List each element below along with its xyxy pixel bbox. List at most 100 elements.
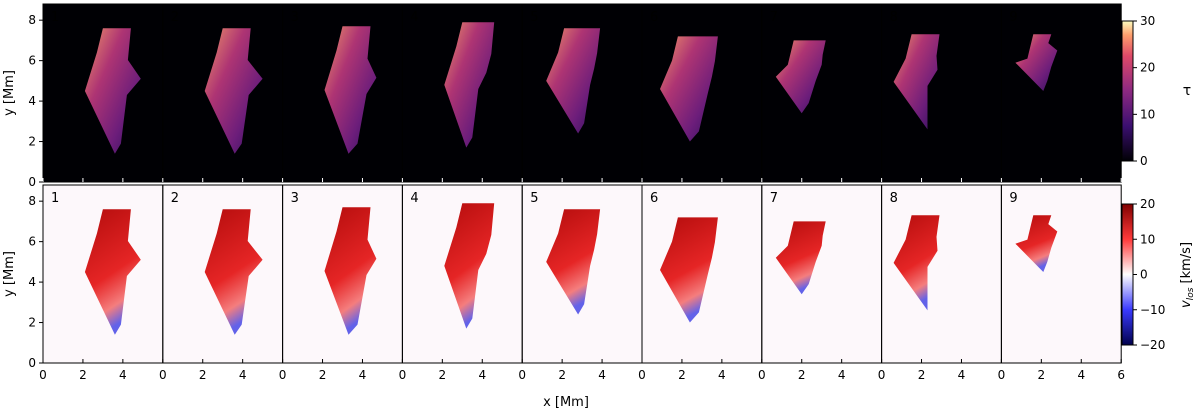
vlos-colorbar-tick-label: −20 <box>1140 338 1165 352</box>
panel-label: 2 <box>171 10 179 25</box>
region-vlos-5 <box>546 209 601 315</box>
panel-label: 5 <box>530 10 538 25</box>
x-tick-label: 0 <box>279 368 287 382</box>
y-tick-label: 4 <box>28 275 36 289</box>
region-tau-5 <box>546 28 601 134</box>
x-tick-label: 0 <box>399 368 407 382</box>
tau-colorbar-tick-label: 10 <box>1140 107 1155 121</box>
x-tick-label: 4 <box>239 368 247 382</box>
x-axis-label: x [Mm] <box>543 395 589 410</box>
y-tick-label: 6 <box>28 235 36 249</box>
vlos-label-unit: [km/s] <box>1179 242 1194 288</box>
vlos-colorbar-bar <box>1121 203 1134 346</box>
x-tick-label: 4 <box>478 368 486 382</box>
panel-label: 1 <box>51 10 59 25</box>
region-tau-2 <box>204 28 263 154</box>
vlos-colorbar: 20 10 0 −10 −20 vlos [km/s] <box>1121 197 1196 352</box>
panel-label: 7 <box>770 10 778 25</box>
vlos-colorbar-tick-label: 10 <box>1140 232 1155 246</box>
x-tick-label: 0 <box>159 368 167 382</box>
x-tick-label: 2 <box>199 368 207 382</box>
panel-label: 8 <box>890 191 898 206</box>
region-tau-7 <box>775 40 826 114</box>
x-tick-label: 0 <box>638 368 646 382</box>
x-tick-label: 4 <box>838 368 846 382</box>
x-tick-label: 4 <box>119 368 127 382</box>
panel-label: 5 <box>530 191 538 206</box>
x-tick-label: 6 <box>1117 368 1125 382</box>
vlos-colorbar-tick-label: 20 <box>1140 197 1155 211</box>
y-axis-label: y [Mm] <box>2 251 17 297</box>
region-vlos-8 <box>893 215 940 311</box>
tau-colorbar-tick-label: 0 <box>1140 154 1148 168</box>
x-tick-label: 4 <box>1077 368 1085 382</box>
panel-label: 8 <box>890 10 898 25</box>
tau-colorbar-tick-label: 30 <box>1140 14 1155 28</box>
region-tau-1 <box>84 28 141 154</box>
panel-label: 4 <box>410 10 418 25</box>
panel-label: 9 <box>1009 10 1017 25</box>
panel-label: 4 <box>410 191 418 206</box>
y-tick-label: 0 <box>28 356 36 370</box>
y-tick-label: 6 <box>28 54 36 68</box>
y-tick-label: 0 <box>28 175 36 189</box>
panel-label: 3 <box>291 10 299 25</box>
x-tick-label: 2 <box>678 368 686 382</box>
vlos-colorbar-tick-label: −10 <box>1140 303 1165 317</box>
region-vlos-6 <box>660 217 718 323</box>
region-tau-3 <box>324 26 377 154</box>
panel-label: 9 <box>1009 191 1017 206</box>
x-tick-label: 2 <box>439 368 447 382</box>
y-axis-label: y [Mm] <box>2 70 17 116</box>
panel-label: 2 <box>171 191 179 206</box>
x-tick-label: 0 <box>878 368 886 382</box>
x-tick-label: 4 <box>598 368 606 382</box>
x-tick-label: 2 <box>79 368 87 382</box>
vlos-colorbar-tick-label: 0 <box>1140 268 1148 282</box>
y-tick-label: 8 <box>28 13 36 27</box>
vlos-row: 1 0 2 4 2 0 2 4 3 0 2 4 4 0 2 4 5 0 2 4 6 0 2 4 7 0 2 4 8 0 2 4 9 0 2 4 6 0 2 4… <box>2 184 1125 382</box>
tau-colorbar-bar <box>1121 20 1134 162</box>
x-tick-label: 0 <box>39 368 47 382</box>
y-tick-label: 2 <box>28 316 36 330</box>
region-tau-9 <box>1015 34 1058 91</box>
region-vlos-2 <box>204 209 263 335</box>
vlos-colorbar-label: vlos [km/s] <box>1179 242 1196 308</box>
vlos-label-v: v <box>1179 300 1194 308</box>
vlos-label-sub: los <box>1186 287 1196 300</box>
region-vlos-1 <box>84 209 141 335</box>
panel-label: 6 <box>650 10 658 25</box>
x-tick-label: 4 <box>359 368 367 382</box>
panel-label: 1 <box>51 191 59 206</box>
x-tick-label: 2 <box>319 368 327 382</box>
x-tick-label: 2 <box>558 368 566 382</box>
tau-colorbar-label: τ <box>1183 83 1191 99</box>
x-tick-label: 2 <box>1038 368 1046 382</box>
region-vlos-4 <box>444 203 495 329</box>
region-vlos-3 <box>324 207 377 335</box>
x-tick-label: 4 <box>958 368 966 382</box>
region-tau-4 <box>444 22 495 148</box>
panel-label: 3 <box>291 191 299 206</box>
x-tick-label: 4 <box>718 368 726 382</box>
x-tick-label: 0 <box>518 368 526 382</box>
panel-frame <box>1000 3 1122 183</box>
panel-label: 7 <box>770 191 778 206</box>
y-tick-label: 8 <box>28 194 36 208</box>
region-vlos-9 <box>1015 215 1058 272</box>
x-tick-label: 0 <box>998 368 1006 382</box>
panel-label: 6 <box>650 191 658 206</box>
y-tick-label: 4 <box>28 94 36 108</box>
region-tau-8 <box>893 34 940 130</box>
x-tick-label: 2 <box>798 368 806 382</box>
tau-row: 1 2 3 4 5 6 7 8 9 0 2 4 6 8 y [Mm] <box>2 3 1122 189</box>
tau-colorbar: 0 10 20 30 τ <box>1121 14 1191 168</box>
tau-colorbar-tick-label: 20 <box>1140 61 1155 75</box>
region-vlos-7 <box>775 221 826 295</box>
region-tau-6 <box>660 36 718 142</box>
x-tick-label: 0 <box>758 368 766 382</box>
y-tick-label: 2 <box>28 135 36 149</box>
x-tick-label: 2 <box>918 368 926 382</box>
